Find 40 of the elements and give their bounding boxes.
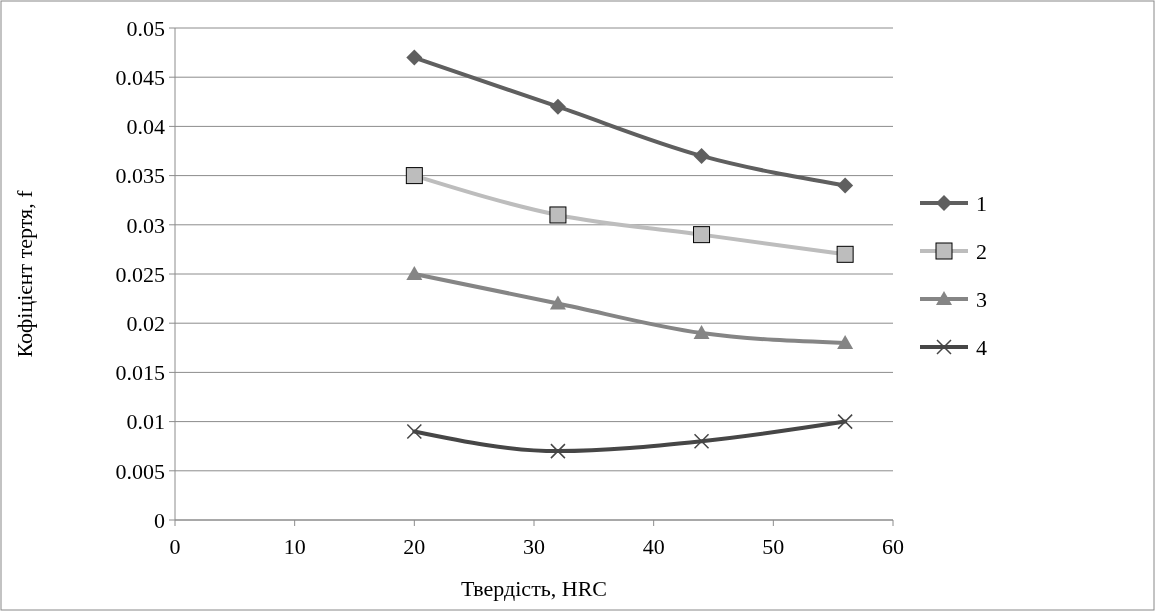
point bbox=[406, 266, 423, 280]
legend-label: 1 bbox=[976, 190, 987, 216]
y-tick-label: 0.015 bbox=[115, 360, 165, 386]
y-tick-label: 0 bbox=[154, 507, 165, 533]
x-tick-label: 0 bbox=[169, 534, 181, 559]
point bbox=[550, 443, 566, 459]
y-tick-label: 0.045 bbox=[115, 64, 165, 90]
x-tick-label: 10 bbox=[283, 534, 306, 559]
y-tick-label: 0.005 bbox=[115, 458, 165, 484]
point bbox=[549, 295, 566, 310]
point bbox=[836, 245, 854, 263]
point bbox=[837, 177, 854, 194]
legend-label: 4 bbox=[976, 334, 987, 360]
y-tick-label: 0.025 bbox=[115, 261, 165, 287]
x-tick-label: 20 bbox=[403, 534, 426, 559]
legend-label: 2 bbox=[976, 238, 987, 264]
y-tick-label: 0.04 bbox=[126, 114, 165, 140]
y-tick-label: 0.01 bbox=[126, 409, 165, 435]
point bbox=[406, 423, 423, 440]
point bbox=[405, 167, 423, 185]
point bbox=[693, 147, 710, 164]
point bbox=[406, 49, 423, 66]
x-axis-title: Твердість, HRC bbox=[460, 576, 608, 601]
y-tick-label: 0.02 bbox=[126, 310, 165, 336]
y-axis-title: Кофіцієнт тертя, f bbox=[12, 189, 37, 358]
x-tick-label: 40 bbox=[642, 534, 665, 559]
y-tick-label: 0.035 bbox=[115, 163, 165, 189]
x-tick-label: 30 bbox=[523, 534, 545, 559]
point bbox=[837, 413, 853, 430]
point bbox=[549, 98, 566, 115]
point bbox=[693, 226, 711, 244]
legend-label: 3 bbox=[976, 286, 987, 312]
point bbox=[549, 206, 567, 224]
point bbox=[693, 433, 710, 450]
x-tick-label: 60 bbox=[882, 534, 904, 559]
y-tick-label: 0.03 bbox=[126, 212, 165, 238]
y-tick-label: 0.05 bbox=[126, 15, 165, 41]
point bbox=[837, 334, 854, 349]
point bbox=[693, 325, 710, 340]
x-tick-label: 50 bbox=[762, 534, 785, 559]
